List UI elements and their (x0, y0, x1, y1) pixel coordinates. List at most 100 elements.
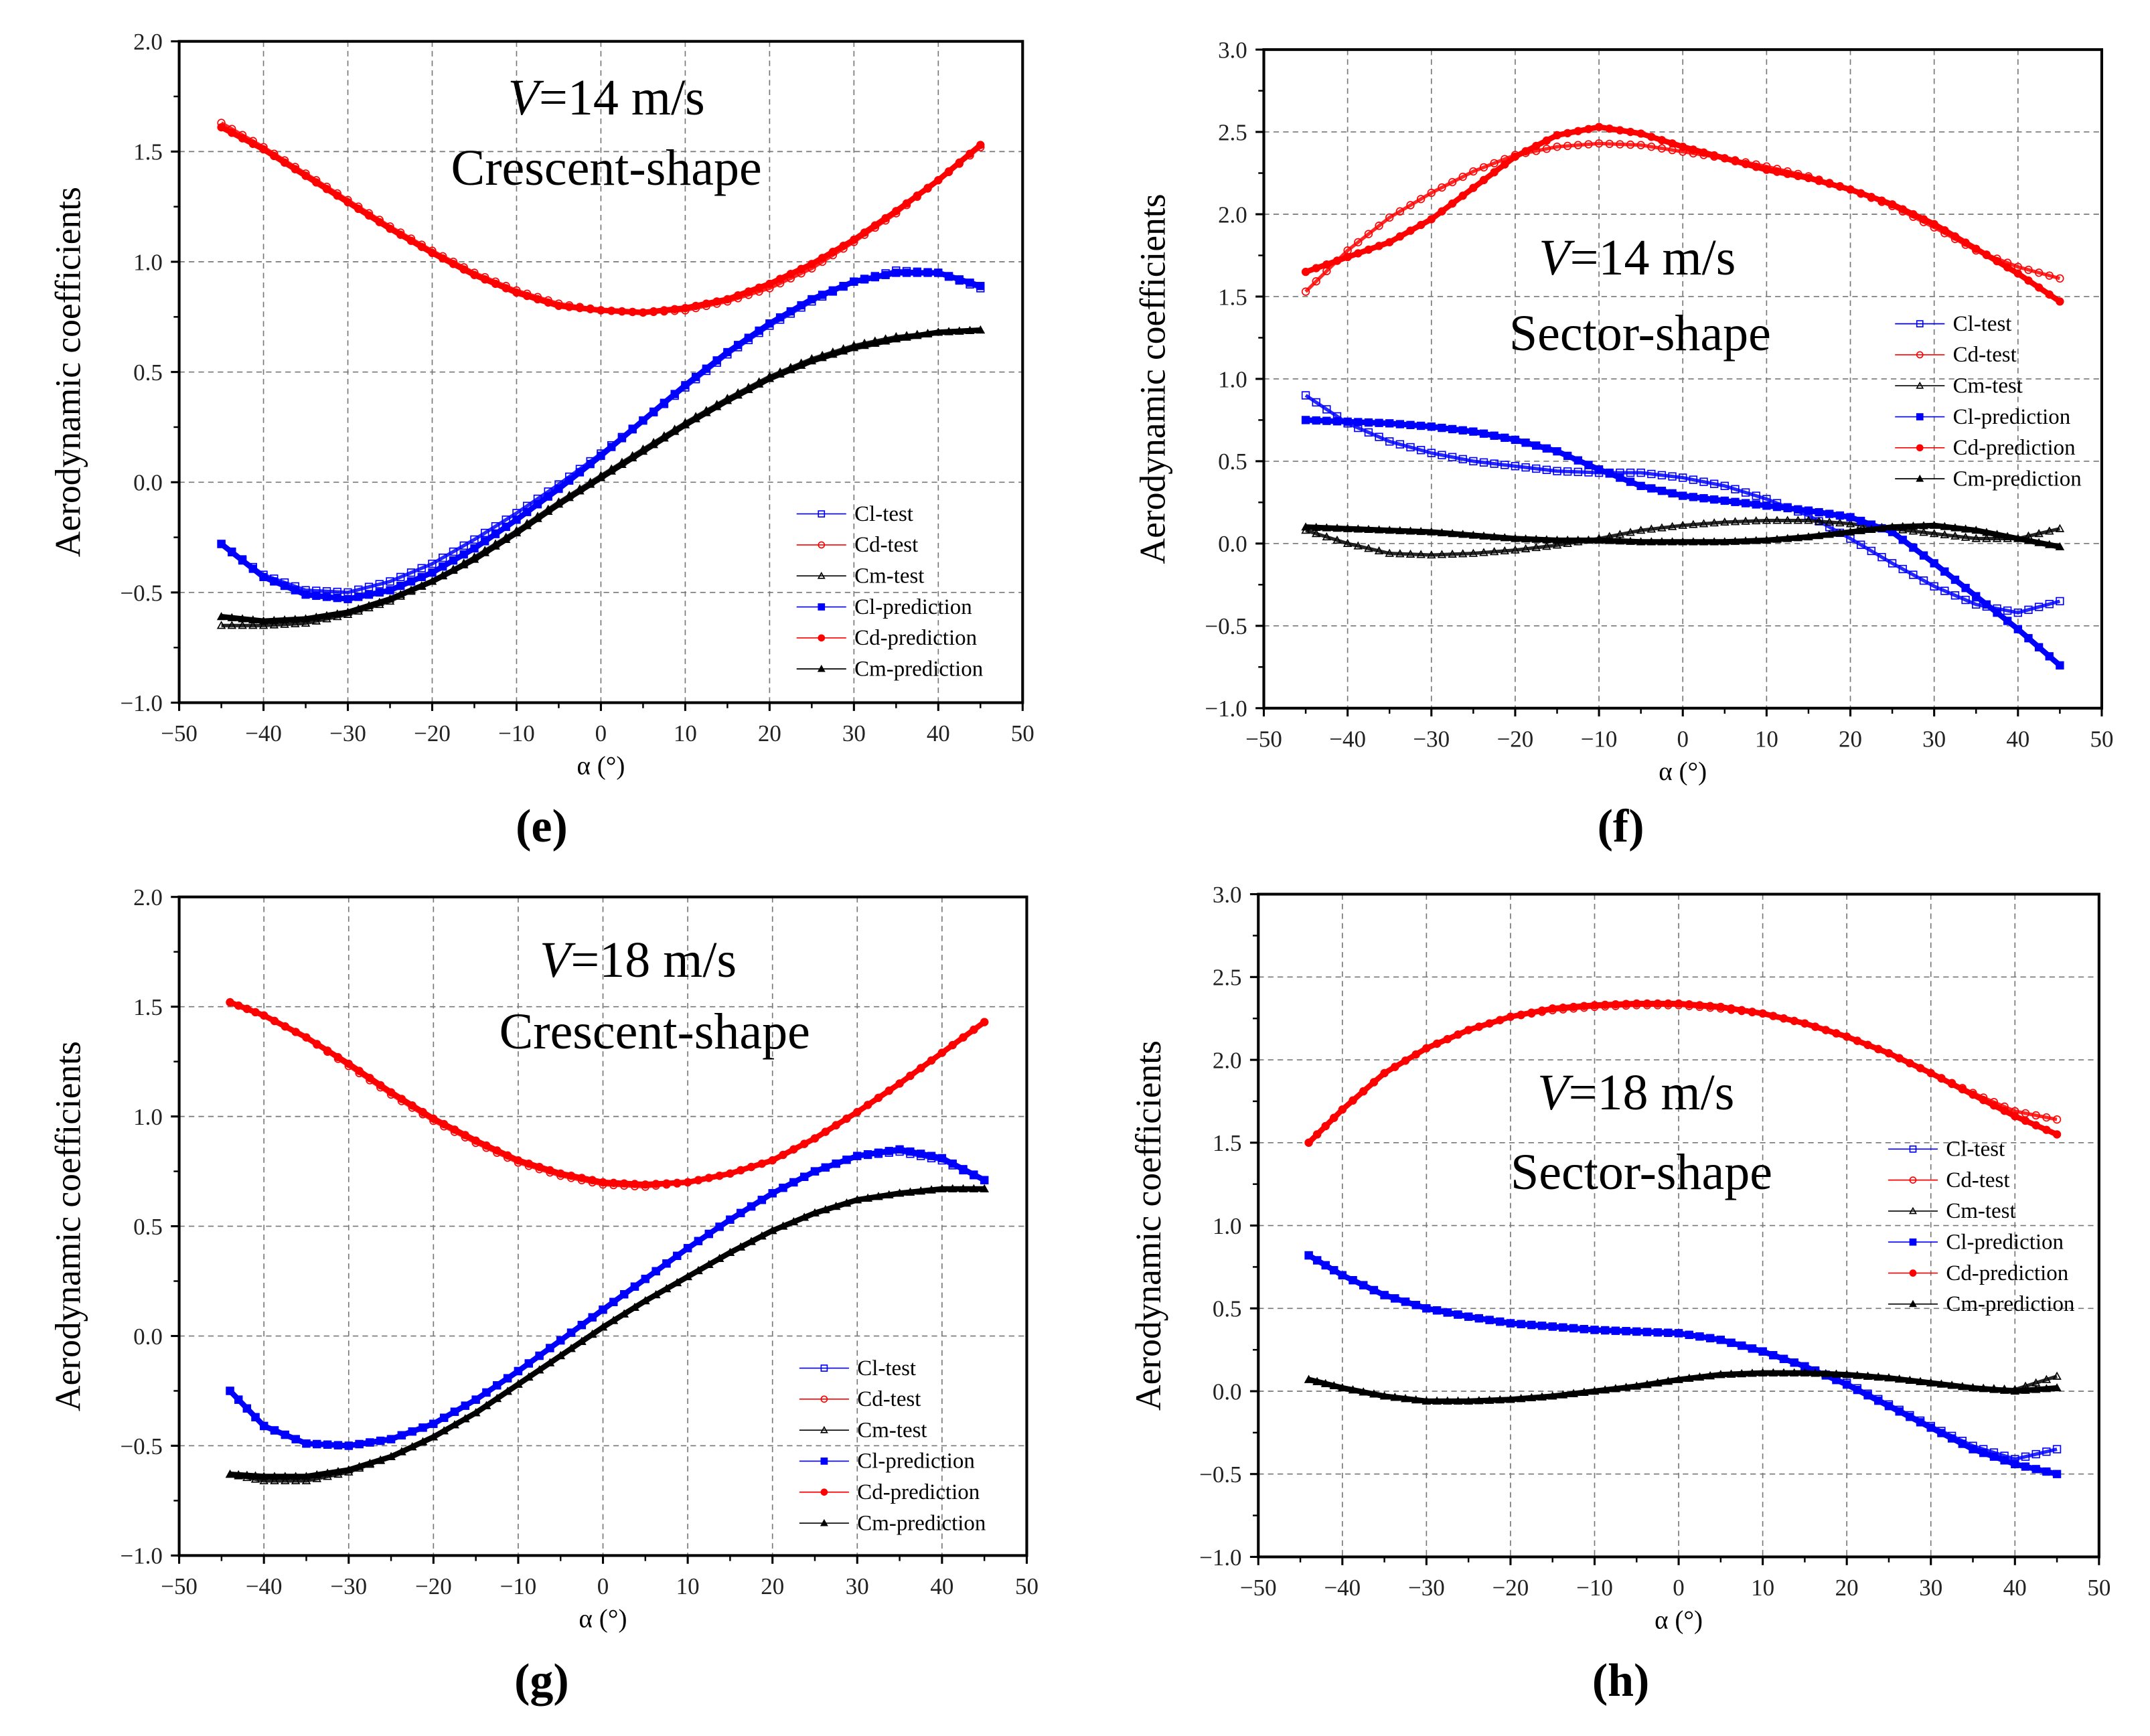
triangle-marker (1653, 1378, 1663, 1387)
circle-marker (649, 307, 658, 316)
square-marker (874, 1148, 883, 1157)
triangle-marker (471, 1408, 481, 1417)
square-marker (1689, 493, 1698, 501)
square-marker (1422, 1304, 1431, 1313)
square-marker (2013, 608, 2022, 617)
square-marker (1364, 428, 1373, 437)
circle-marker (1958, 1085, 1967, 1094)
triangle-marker (396, 590, 406, 599)
circle-marker (1815, 177, 1823, 185)
square-marker (1474, 1314, 1484, 1323)
triangle-marker (747, 1237, 756, 1245)
triangle-marker (1636, 526, 1646, 534)
triangle-marker (1716, 1370, 1725, 1378)
circle-marker (238, 134, 247, 143)
legend-item: Cm-prediction (1888, 1292, 2074, 1316)
legend-label: Cm-test (1953, 374, 2023, 398)
triangle-marker (1842, 1370, 1851, 1378)
triangle-marker (376, 1455, 385, 1464)
circle-marker (242, 1004, 252, 1014)
square-marker (586, 459, 595, 469)
square-marker (2056, 661, 2064, 670)
square-marker (2042, 1467, 2051, 1476)
triangle-marker (607, 466, 616, 475)
circle-marker (818, 541, 826, 549)
square-marker (575, 468, 585, 477)
triangle-marker (980, 1184, 989, 1192)
triangle-marker (545, 1358, 555, 1366)
circle-marker (681, 303, 690, 313)
triangle-marker (683, 1271, 692, 1281)
triangle-marker (1642, 1380, 1652, 1389)
circle-marker (1443, 1034, 1452, 1044)
triangle-marker (2055, 542, 2065, 550)
circle-marker (1584, 140, 1593, 149)
triangle-marker (630, 1302, 639, 1311)
triangle-marker (1364, 544, 1373, 552)
circle-marker (375, 218, 384, 226)
circle-marker (1783, 169, 1792, 178)
circle-marker (312, 178, 321, 187)
triangle-marker (1573, 535, 1583, 544)
circle-marker (1916, 444, 1924, 452)
circle-marker (333, 1052, 343, 1062)
triangle-marker (418, 1437, 428, 1445)
triangle-marker (2042, 1374, 2052, 1383)
square-marker (755, 326, 763, 335)
square-marker (406, 577, 416, 586)
square-marker (842, 1156, 851, 1164)
circle-marker (1485, 1019, 1494, 1028)
triangle-marker (1311, 522, 1321, 531)
circle-marker (355, 1067, 364, 1075)
x-tick-label: 50 (1011, 720, 1034, 746)
triangle-marker (1364, 524, 1373, 534)
square-marker (2024, 634, 2033, 643)
triangle-marker (927, 1185, 936, 1194)
triangle-marker (1359, 1387, 1368, 1396)
square-marker (270, 1426, 279, 1435)
circle-marker (512, 288, 521, 297)
circle-marker (502, 284, 510, 293)
circle-marker (386, 1088, 396, 1097)
square-marker (1485, 1316, 1494, 1324)
triangle-marker (1856, 526, 1865, 534)
square-marker (512, 516, 521, 524)
triangle-marker (1611, 1384, 1620, 1393)
square-marker (1553, 447, 1561, 456)
circle-marker (565, 303, 574, 311)
circle-marker (2013, 269, 2022, 278)
circle-marker (970, 1025, 978, 1034)
square-marker (786, 307, 795, 316)
square-marker (799, 1172, 809, 1181)
circle-marker (1338, 1105, 1347, 1114)
circle-marker (702, 299, 711, 308)
circle-marker (586, 305, 595, 313)
square-marker (779, 1184, 787, 1192)
circle-marker (1930, 220, 1938, 228)
triangle-marker (1385, 548, 1394, 557)
square-marker (617, 434, 627, 443)
x-tick-label: 0 (595, 720, 607, 746)
x-tick-label: 30 (1922, 726, 1946, 752)
triangle-marker (216, 612, 226, 621)
chart-panel-e: −50 −40 −30 −20 −10 0 10 20 30 40 50 −1.0 −0.5 0.0 0.5… (48, 29, 1034, 780)
triangle-marker (662, 1283, 672, 1293)
triangle-marker (1468, 548, 1478, 557)
circle-marker (1364, 245, 1373, 254)
circle-marker (980, 1018, 989, 1026)
triangle-marker (1320, 1378, 1330, 1387)
triangle-marker (1814, 531, 1824, 540)
circle-marker (1454, 1030, 1462, 1039)
square-marker (712, 356, 721, 365)
square-marker (1395, 420, 1405, 428)
triangle-marker (1301, 522, 1310, 531)
triangle-marker (1542, 542, 1551, 550)
square-marker (1312, 416, 1320, 425)
circle-marker (853, 1107, 862, 1117)
triangle-marker (481, 1401, 491, 1409)
circle-marker (2031, 1111, 2040, 1120)
square-marker (1521, 463, 1530, 472)
x-tick-label: 20 (758, 720, 781, 746)
triangle-marker (2031, 1385, 2041, 1393)
square-marker (1647, 484, 1656, 493)
